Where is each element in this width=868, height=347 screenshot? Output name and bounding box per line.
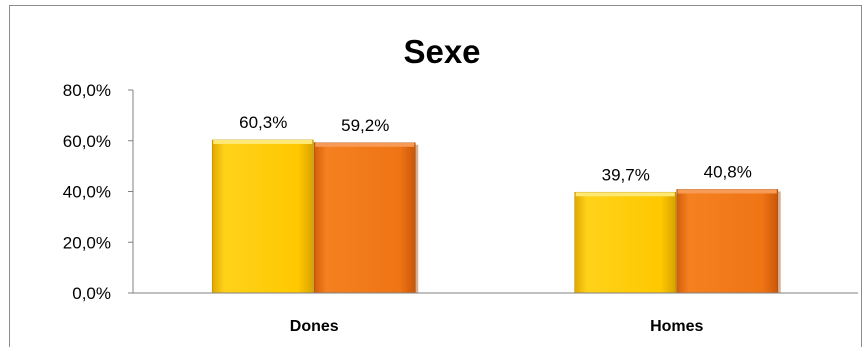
bar-homes-series-1 <box>574 191 677 294</box>
data-label: 59,2% <box>341 116 389 135</box>
bars: 60,3% 59,2% 39,7% 40,8% <box>211 113 781 294</box>
bar-top-bevel <box>575 192 675 197</box>
bar-top-bevel <box>315 142 415 147</box>
x-axis: Dones Homes <box>133 292 858 335</box>
x-category-label: Dones <box>290 318 339 335</box>
chart-title: Sexe <box>403 33 480 70</box>
bar-homes-series-2 <box>676 189 779 294</box>
y-tick-label: 20,0% <box>63 233 111 252</box>
bar-dones-series-2 <box>313 142 416 294</box>
data-label: 39,7% <box>602 165 650 184</box>
y-tick-label: 40,0% <box>63 183 111 202</box>
data-label: 40,8% <box>704 162 752 181</box>
y-tick-label: 80,0% <box>63 81 111 100</box>
y-axis: 0,0% 20,0% 40,0% 60,0% 80,0% <box>63 81 134 303</box>
bar-top-bevel <box>213 139 313 144</box>
y-tick-label: 60,0% <box>63 132 111 151</box>
x-category-label: Homes <box>650 318 703 335</box>
data-label: 60,3% <box>239 113 287 132</box>
bar-top-bevel <box>677 189 777 194</box>
bar-dones-series-1 <box>211 139 314 294</box>
y-tick-label: 0,0% <box>72 284 111 303</box>
